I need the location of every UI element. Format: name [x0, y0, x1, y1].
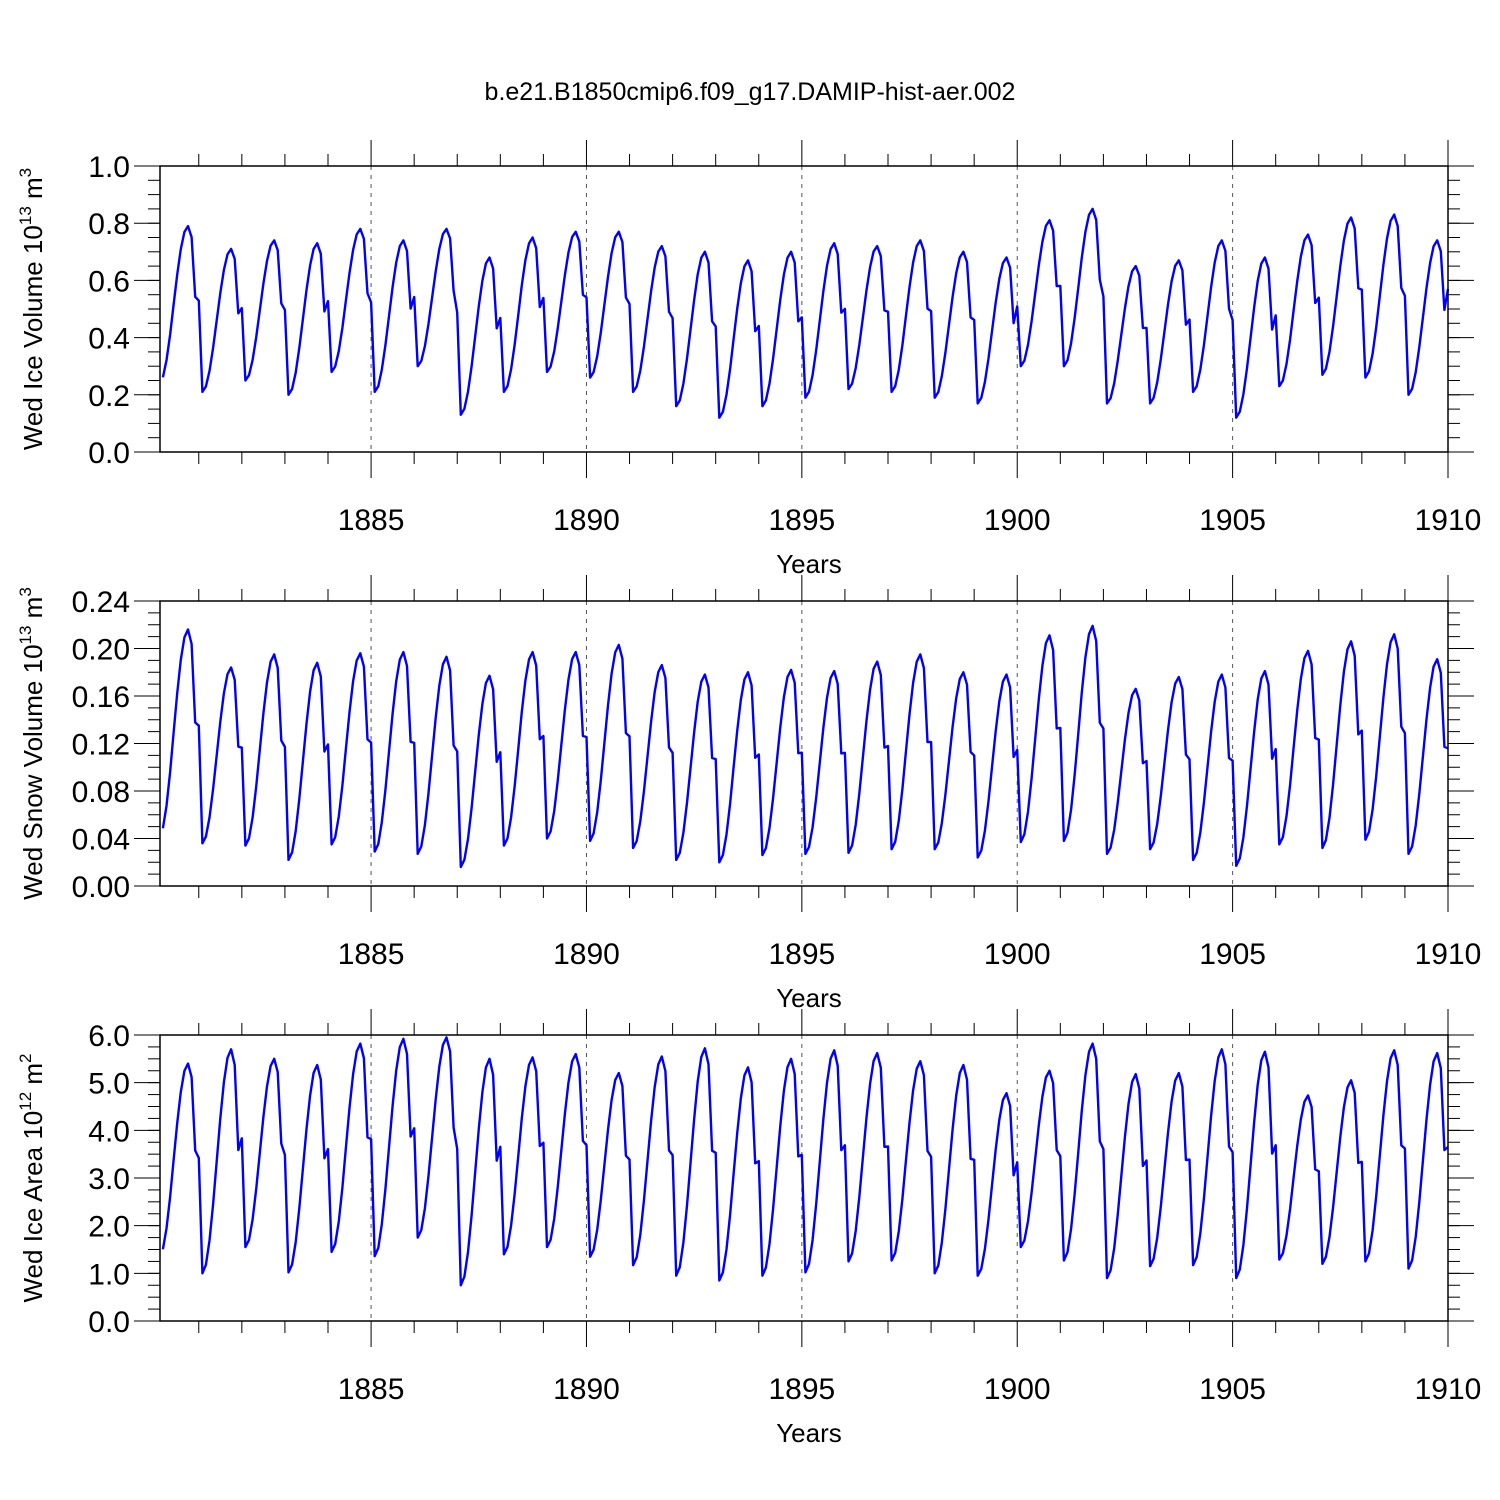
- y-tick-label: 0.24: [72, 586, 130, 619]
- x-tick-label: 1885: [338, 938, 405, 971]
- x-tick-label: 1910: [1415, 504, 1482, 537]
- y-tick-label: 0.00: [72, 871, 130, 904]
- x-tick-label: 1910: [1415, 938, 1482, 971]
- x-axis-label: Years: [776, 1418, 842, 1448]
- y-tick-label: 0.12: [72, 729, 130, 762]
- y-axis-label: Wed Snow Volume 1013 m3: [16, 587, 48, 900]
- y-tick-label: 5.0: [88, 1068, 130, 1101]
- panel-ice-volume: 0.0 0.2 0.4 0.6 0.8 1.0 1885 1890 1895 1900 1905 19…: [16, 140, 1481, 579]
- x-tick-label: 1905: [1199, 504, 1266, 537]
- y-tick-label: 3.0: [88, 1163, 130, 1196]
- x-tick-label: 1895: [768, 938, 835, 971]
- x-tick-label: 1900: [984, 938, 1051, 971]
- x-tick-label: 1890: [553, 938, 620, 971]
- chart-title: b.e21.B1850cmip6.f09_g17.DAMIP-hist-aer.…: [485, 78, 1016, 106]
- x-tick-label: 1885: [338, 1373, 405, 1406]
- y-tick-label: 0.04: [72, 824, 130, 857]
- y-axis-label: Wed Ice Area 1012 m2: [16, 1053, 48, 1302]
- series-line-snow-volume: [161, 624, 1449, 869]
- y-tick-label: 6.0: [88, 1020, 130, 1053]
- x-tick-label: 1890: [553, 504, 620, 537]
- x-tick-label: 1885: [338, 504, 405, 537]
- y-tick-label: 1.0: [88, 151, 130, 184]
- y-tick-label: 4.0: [88, 1115, 130, 1148]
- y-tick-label: 0.20: [72, 634, 130, 667]
- x-axis-label: Years: [776, 983, 842, 1013]
- y-tick-label: 0.16: [72, 681, 130, 714]
- series-line-ice-volume: [161, 207, 1450, 419]
- y-tick-label: 1.0: [88, 1258, 130, 1291]
- x-tick-label: 1890: [553, 1373, 620, 1406]
- y-tick-label: 0.8: [88, 208, 130, 241]
- x-tick-label: 1910: [1415, 1373, 1482, 1406]
- series-line-ice-area: [161, 1036, 1449, 1287]
- y-tick-label: 0.0: [88, 437, 130, 470]
- y-axis-label: Wed Ice Volume 1013 m3: [16, 168, 48, 450]
- y-tick-label: 0.4: [88, 323, 130, 356]
- y-tick-label: 2.0: [88, 1211, 130, 1244]
- x-axis-label: Years: [776, 549, 842, 579]
- panels: 0.0 0.2 0.4 0.6 0.8 1.0 1885 1890 1895 1900 1905 19…: [16, 140, 1481, 1448]
- x-tick-label: 1905: [1199, 1373, 1266, 1406]
- y-tick-label: 0.0: [88, 1306, 130, 1339]
- x-tick-label: 1900: [984, 504, 1051, 537]
- y-tick-label: 0.08: [72, 776, 130, 809]
- x-tick-label: 1895: [768, 1373, 835, 1406]
- x-tick-label: 1900: [984, 1373, 1051, 1406]
- panel-snow-volume: 0.00 0.04 0.08 0.12 0.16 0.20 0.24 1885 1890 1895…: [16, 575, 1481, 1013]
- x-tick-label: 1905: [1199, 938, 1266, 971]
- x-tick-label: 1895: [768, 504, 835, 537]
- y-tick-label: 0.2: [88, 380, 130, 413]
- y-tick-label: 0.6: [88, 265, 130, 298]
- panel-ice-area: 0.0 1.0 2.0 3.0 4.0 5.0 6.0 1885 1890 1895 1900 190…: [16, 1009, 1481, 1448]
